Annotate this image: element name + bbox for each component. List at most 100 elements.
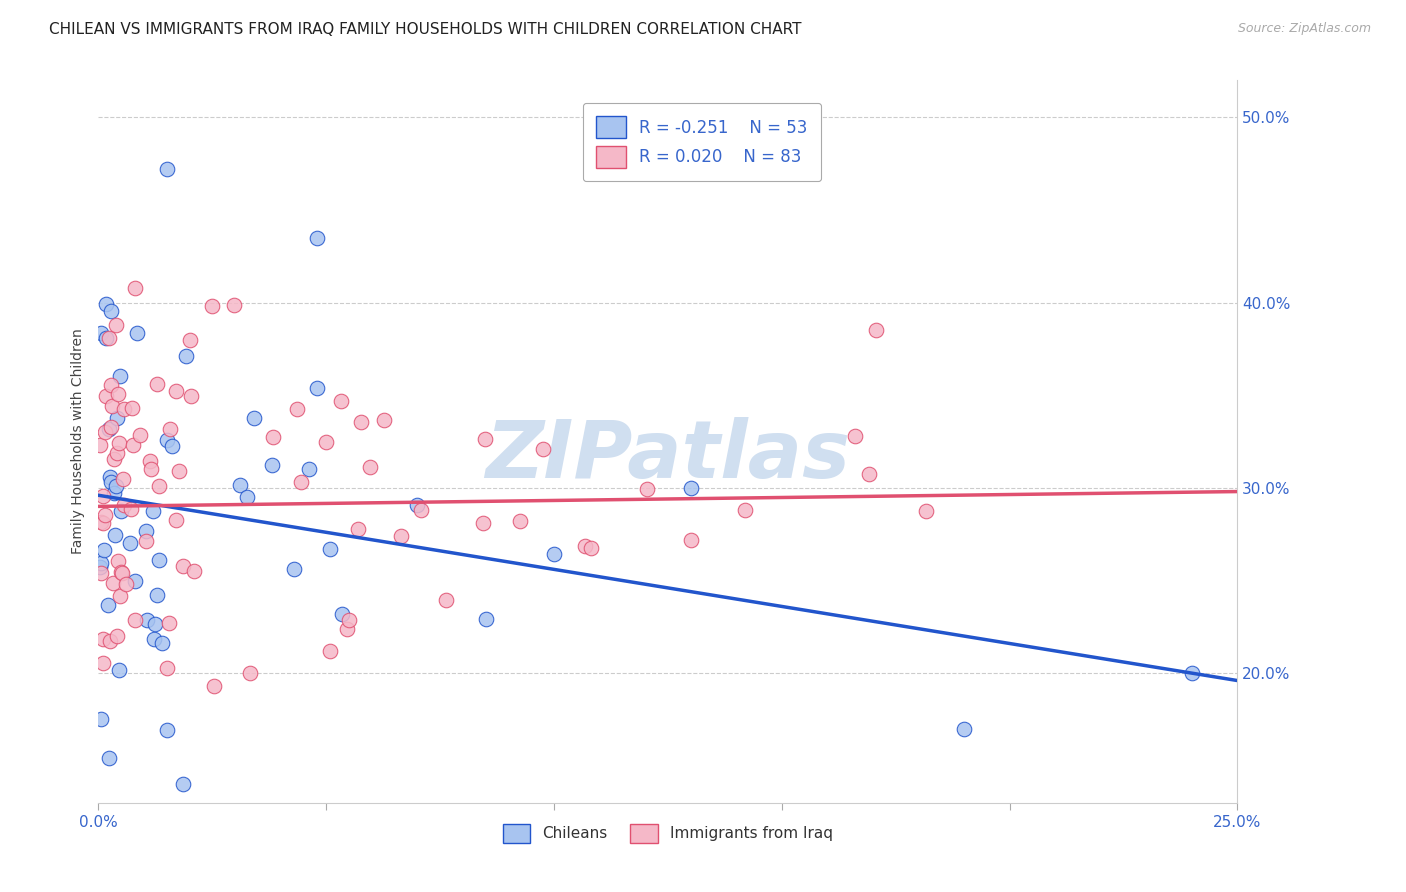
Point — [103, 485, 125, 500]
Point — [318, 541, 340, 556]
Point — [112, 401, 135, 416]
Point — [531, 442, 554, 457]
Point — [243, 410, 266, 425]
Point — [953, 722, 976, 736]
Point — [100, 419, 122, 434]
Point — [359, 460, 381, 475]
Text: ZIPatlas: ZIPatlas — [485, 417, 851, 495]
Point — [235, 490, 257, 504]
Point — [135, 613, 157, 627]
Point — [150, 636, 173, 650]
Point — [156, 433, 179, 447]
Point — [143, 617, 166, 632]
Point — [89, 560, 111, 574]
Point — [124, 613, 146, 627]
Point — [474, 432, 496, 446]
Point — [94, 331, 117, 345]
Point — [167, 464, 190, 478]
Point — [373, 413, 395, 427]
Point — [93, 489, 115, 503]
Point — [222, 298, 245, 312]
Point — [307, 381, 329, 395]
Point — [111, 472, 134, 486]
Point — [93, 542, 115, 557]
Point — [107, 387, 129, 401]
Point — [108, 664, 131, 678]
Point — [114, 577, 136, 591]
Point — [509, 515, 531, 529]
Point — [121, 401, 143, 415]
Point — [157, 616, 180, 631]
Point — [129, 428, 152, 442]
Point — [90, 566, 112, 581]
Point — [97, 598, 120, 612]
Point — [262, 430, 284, 444]
Point — [98, 422, 121, 436]
Point — [108, 589, 131, 603]
Point — [1181, 666, 1204, 681]
Point — [865, 322, 887, 336]
Point — [472, 516, 495, 531]
Point — [148, 552, 170, 566]
Point — [105, 629, 128, 643]
Point — [290, 475, 312, 489]
Point — [350, 415, 373, 429]
Point — [202, 679, 225, 693]
Point — [734, 503, 756, 517]
Point — [111, 566, 134, 580]
Point — [679, 481, 702, 495]
Point — [474, 612, 496, 626]
Point — [100, 470, 122, 484]
Legend: Chileans, Immigrants from Iraq: Chileans, Immigrants from Iraq — [496, 817, 839, 849]
Point — [260, 458, 283, 472]
Point — [100, 475, 122, 490]
Point — [543, 547, 565, 561]
Point — [110, 504, 132, 518]
Point — [101, 399, 124, 413]
Point — [329, 394, 352, 409]
Point — [105, 411, 128, 425]
Point — [180, 389, 202, 403]
Point — [336, 622, 359, 636]
Point — [98, 634, 121, 648]
Point — [183, 564, 205, 578]
Point — [858, 467, 880, 482]
Point — [315, 434, 337, 449]
Point — [104, 528, 127, 542]
Point — [120, 536, 142, 550]
Point — [103, 451, 125, 466]
Point — [148, 479, 170, 493]
Point — [112, 499, 135, 513]
Point — [101, 576, 124, 591]
Point — [298, 462, 321, 476]
Point — [142, 504, 165, 518]
Point — [141, 462, 163, 476]
Point — [89, 438, 111, 452]
Point — [579, 541, 602, 555]
Point — [91, 516, 114, 530]
Point — [844, 429, 866, 443]
Point — [94, 389, 117, 403]
Point — [89, 516, 111, 530]
Point — [107, 554, 129, 568]
Point — [337, 613, 360, 627]
Point — [915, 504, 938, 518]
Point — [125, 326, 148, 341]
Point — [108, 368, 131, 383]
Point — [94, 297, 117, 311]
Point — [307, 231, 329, 245]
Point — [90, 712, 112, 726]
Point — [406, 498, 429, 512]
Point — [124, 574, 146, 589]
Point — [574, 539, 596, 553]
Point — [93, 657, 115, 671]
Point — [283, 562, 305, 576]
Point — [110, 565, 132, 579]
Point — [285, 401, 308, 416]
Point — [201, 299, 224, 313]
Point — [319, 644, 342, 658]
Point — [165, 513, 187, 527]
Point — [135, 534, 157, 549]
Point — [159, 422, 181, 436]
Point — [162, 439, 184, 453]
